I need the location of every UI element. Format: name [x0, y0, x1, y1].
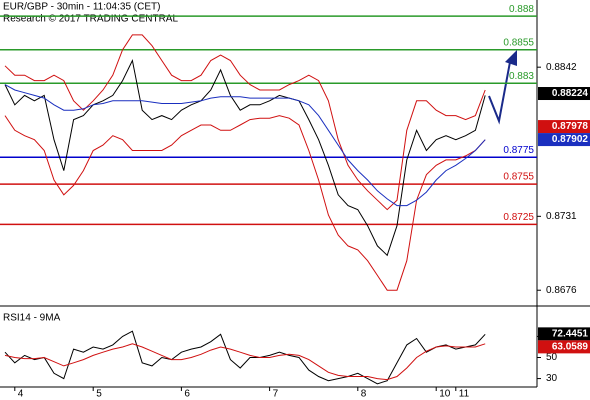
panel-title: RSI14 - 9MA — [3, 313, 61, 324]
forecast-arrow — [488, 50, 517, 125]
series-line — [4, 115, 486, 291]
y-tick-label: 0.8731 — [546, 211, 577, 222]
price-badge — [538, 120, 590, 134]
x-tick-label: 11 — [459, 389, 470, 400]
y-tick-label: 0.8842 — [546, 62, 577, 73]
price-badge-label: 63.0589 — [552, 342, 589, 353]
x-tick-label: 4 — [18, 389, 24, 400]
level-label: 0.8755 — [503, 172, 534, 183]
x-tick-label: 5 — [96, 389, 102, 400]
price-badge-label: 72.4451 — [552, 329, 589, 340]
x-tick-label: 6 — [184, 389, 190, 400]
x-tick-label: 7 — [273, 389, 279, 400]
series-line — [4, 330, 486, 385]
y-tick-label: 0.8676 — [546, 285, 577, 296]
level-label: 0.888 — [509, 4, 534, 15]
price-badge — [538, 87, 590, 101]
price-badge — [538, 327, 590, 341]
header-line: EUR/GBP - 30min - 11:04:35 (CET) — [3, 2, 160, 13]
level-label: 0.8725 — [503, 212, 534, 223]
level-label: 0.883 — [509, 71, 534, 82]
x-tick-label: 8 — [361, 389, 367, 400]
price-badge — [538, 340, 590, 354]
price-badge-label: 0.87902 — [552, 134, 589, 145]
price-badge-label: 0.87978 — [552, 121, 589, 132]
series-line — [4, 84, 486, 207]
level-label: 0.8775 — [503, 145, 534, 156]
price-badge-label: 0.88224 — [552, 88, 589, 99]
y-tick-label: 30 — [546, 373, 558, 384]
x-tick-label: 10 — [439, 389, 451, 400]
series-line — [4, 58, 486, 257]
series-line — [4, 343, 486, 381]
price-badge — [538, 133, 590, 147]
header-line: Research © 2017 TRADING CENTRAL — [3, 14, 178, 25]
level-label: 0.8855 — [503, 37, 534, 48]
y-tick-label: 50 — [546, 352, 558, 363]
